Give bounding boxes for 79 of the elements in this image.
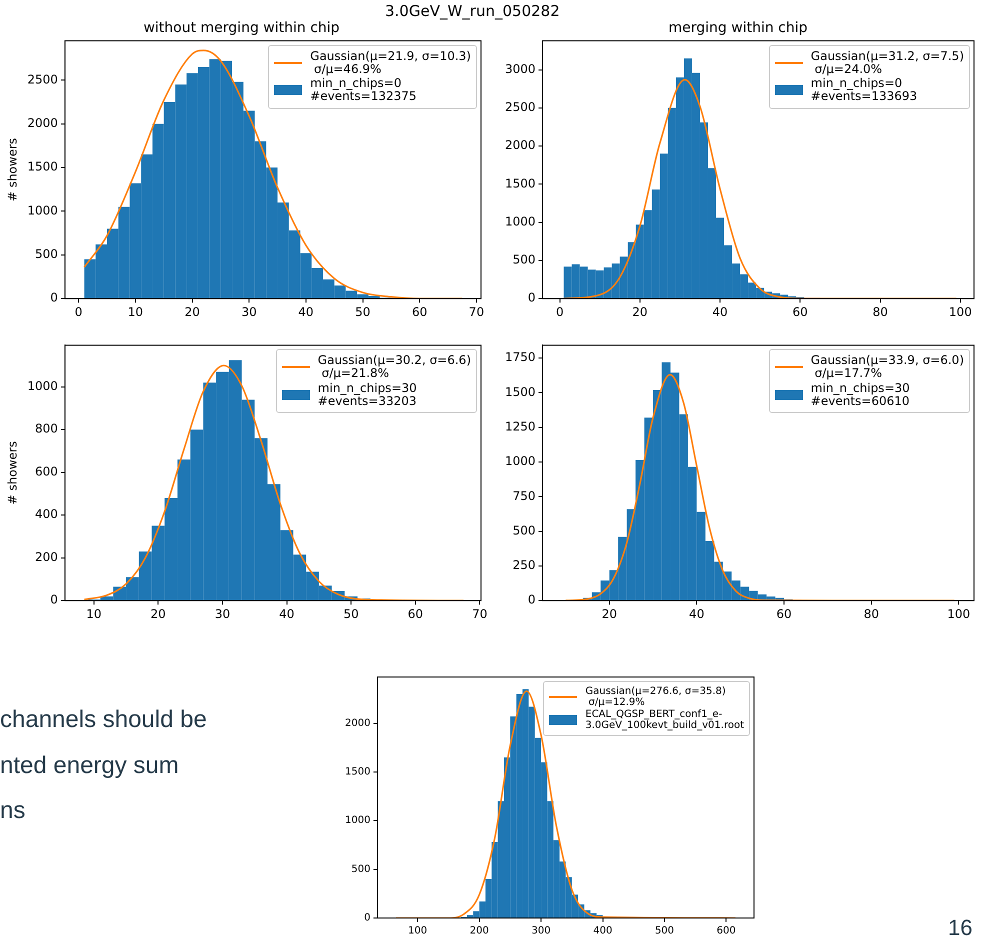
x-tick-label: 100 (948, 304, 972, 319)
x-tick-label: 60 (408, 606, 424, 621)
text: ns (0, 797, 26, 825)
y-tick-label: 2500 (504, 100, 536, 114)
x-tick-label: 20 (632, 304, 648, 319)
y-tick-label: 1000 (27, 379, 58, 393)
x-tick-label: 0 (556, 304, 564, 319)
x-tick-label: 100 (947, 606, 970, 621)
y-tick-label: 1250 (504, 420, 536, 434)
chart-title: merging within chip (668, 20, 808, 36)
legend-label: Gaussian(μ=276.6, σ=35.8) σ/μ=12.9% (585, 686, 726, 708)
x-tick-label: 70 (472, 606, 488, 621)
y-tick-label: 2000 (27, 116, 58, 130)
y-tick-label: 500 (35, 247, 58, 262)
x-tick-label: 40 (689, 606, 704, 621)
y-tick-label: 1000 (344, 815, 370, 826)
y-tick-label: 500 (512, 252, 536, 267)
x-tick-label: 50 (355, 304, 370, 319)
x-tick-label: 70 (468, 304, 484, 319)
y-tick-label: 2500 (27, 72, 58, 86)
y-tick-label: 600 (35, 464, 58, 478)
x-tick-label: 30 (241, 304, 257, 319)
y-tick-label: 1500 (504, 384, 536, 399)
y-tick-label: 1500 (27, 160, 58, 174)
x-tick-label: 20 (150, 606, 166, 621)
legend-label: min_n_chips=30 #events=60610 (810, 380, 910, 408)
x-tick-label: 50 (343, 606, 359, 621)
y-tick-label: 1000 (504, 214, 536, 228)
x-tick-label: 40 (298, 304, 314, 319)
x-tick-label: 200 (470, 926, 489, 937)
x-tick-label: 80 (872, 304, 888, 319)
y-tick-label: 1500 (504, 176, 536, 190)
y-tick-label: 250 (512, 558, 536, 572)
y-tick-label: 1500 (344, 766, 370, 778)
y-tick-label: 2000 (504, 138, 536, 152)
y-tick-label: 750 (512, 488, 536, 503)
x-tick-label: 20 (184, 304, 200, 319)
x-tick-label: 40 (279, 606, 294, 621)
y-tick-label: 0 (528, 592, 536, 607)
y-tick-label: 0 (50, 290, 58, 305)
y-tick-label: 500 (351, 864, 370, 875)
text: 16 (948, 915, 972, 940)
y-tick-label: 1750 (504, 350, 536, 364)
x-tick-label: 500 (654, 926, 674, 937)
x-tick-label: 60 (412, 304, 428, 319)
y-tick-label: 0 (50, 592, 58, 607)
legend-label: ECAL_QGSP_BERT_conf1_e- 3.0GeV_100kevt_build_v01.root (585, 709, 744, 731)
x-tick-label: 60 (792, 304, 808, 319)
y-tick-label: 1000 (27, 203, 58, 218)
x-tick-label: 30 (214, 606, 230, 621)
legend-label: min_n_chips=30 #events=33203 (318, 380, 417, 408)
x-tick-label: 100 (408, 926, 428, 937)
chart-title: without merging within chip (143, 20, 340, 36)
x-tick-label: 10 (86, 606, 102, 621)
y-axis-title: # showers (5, 138, 20, 202)
text: nted energy sum (0, 752, 179, 780)
legend-label: min_n_chips=0 #events=133693 (810, 76, 918, 104)
y-tick-label: 0 (528, 290, 536, 305)
x-tick-label: 10 (128, 304, 144, 319)
y-tick-label: 200 (35, 550, 58, 564)
y-tick-label: 400 (35, 507, 58, 522)
y-tick-label: 1000 (504, 454, 536, 468)
x-tick-label: 20 (602, 606, 617, 621)
x-tick-label: 60 (776, 606, 792, 621)
x-tick-label: 40 (712, 304, 728, 319)
y-tick-label: 500 (512, 523, 536, 538)
x-tick-label: 300 (531, 926, 551, 937)
x-tick-label: 600 (716, 926, 736, 937)
y-tick-label: 3000 (504, 62, 536, 76)
y-tick-label: 800 (35, 422, 58, 436)
y-tick-label: 0 (364, 912, 370, 924)
text: 3.0GeV_W_run_050282 (385, 2, 560, 20)
y-tick-label: 2000 (344, 718, 370, 729)
x-tick-label: 400 (593, 926, 612, 937)
legend-label: min_n_chips=0 #events=132375 (310, 76, 417, 104)
text: channels should be (0, 706, 207, 734)
x-tick-label: 0 (74, 304, 82, 319)
x-tick-label: 80 (864, 606, 880, 621)
y-axis-title: # showers (5, 441, 20, 505)
